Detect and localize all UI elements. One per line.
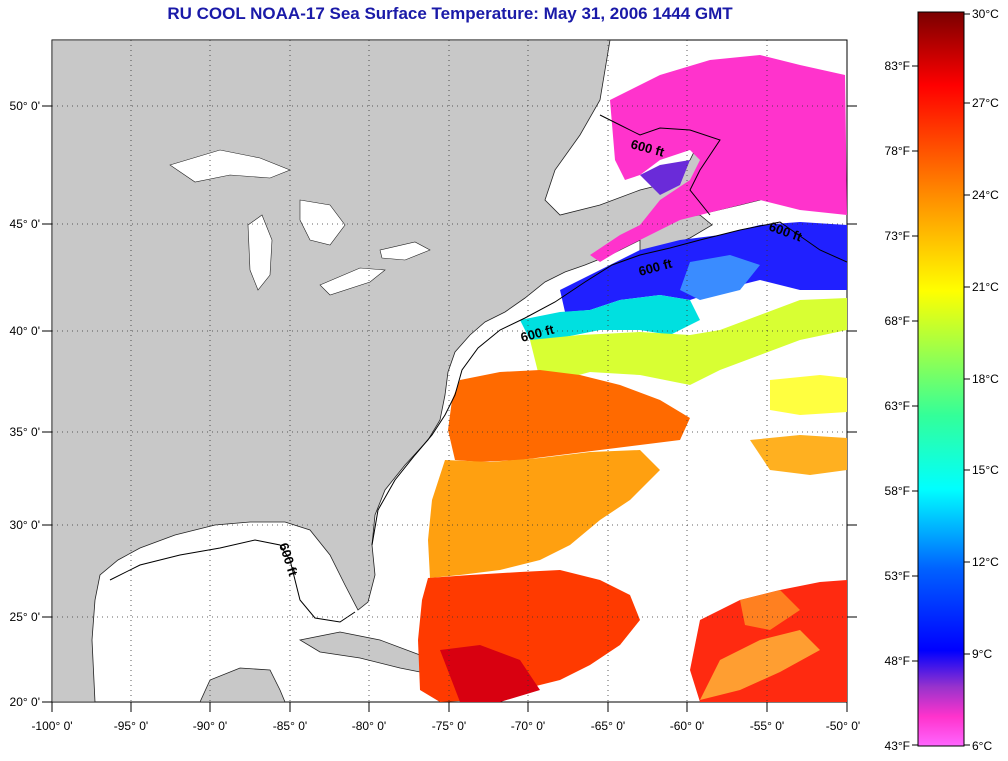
lake-ontario [379, 241, 431, 261]
isobath-600ft [109, 114, 847, 623]
colorbar [917, 11, 965, 747]
lat-label-25n: 25° 0' [10, 610, 40, 624]
cb-fahrenheit-53: 53°F [885, 569, 910, 583]
cb-fahrenheit-83: 83°F [885, 59, 910, 73]
map-content: 600 ft 600 ft 600 ft 600 ft 600 ft [52, 40, 847, 702]
axis-ticks [42, 105, 857, 712]
cb-celsius-12: 12°C [972, 555, 999, 569]
sst-data-layer [418, 55, 847, 702]
cb-celsius-21: 21°C [972, 280, 999, 294]
lon-label-55w: -55° 0' [750, 719, 784, 733]
colorbar-fahrenheit-labels: 83°F 78°F 73°F 68°F 63°F 58°F 53°F 48°F … [885, 59, 910, 753]
colorbar-celsius-labels: 30°C 27°C 24°C 21°C 18°C 15°C 12°C 9°C 6… [972, 7, 999, 753]
lake-michigan [247, 214, 273, 291]
cb-fahrenheit-48: 48°F [885, 654, 910, 668]
lon-label-75w: -75° 0' [432, 719, 466, 733]
lon-label-70w: -70° 0' [511, 719, 545, 733]
cb-fahrenheit-43: 43°F [885, 739, 910, 753]
lat-label-20n: 20° 0' [10, 695, 40, 709]
cb-celsius-9: 9°C [972, 647, 992, 661]
lake-erie [319, 267, 386, 296]
lon-label-50w: -50° 0' [826, 719, 860, 733]
lat-label-50n: 50° 0' [10, 99, 40, 113]
cb-celsius-30: 30°C [972, 7, 999, 21]
lat-label-30n: 30° 0' [10, 518, 40, 532]
cb-celsius-24: 24°C [972, 188, 999, 202]
cb-fahrenheit-63: 63°F [885, 399, 910, 413]
longitude-labels: -100° 0' -95° 0' -90° 0' -85° 0' -80° 0'… [31, 719, 860, 733]
map-grid [52, 40, 847, 702]
lake-superior [169, 149, 291, 183]
colorbar-ticks [912, 13, 970, 746]
cb-fahrenheit-68: 68°F [885, 314, 910, 328]
lat-label-45n: 45° 0' [10, 217, 40, 231]
cb-celsius-6: 6°C [972, 739, 992, 753]
lat-label-40n: 40° 0' [10, 324, 40, 338]
lon-label-100w: -100° 0' [31, 719, 72, 733]
lon-label-90w: -90° 0' [193, 719, 227, 733]
map-title: RU COOL NOAA-17 Sea Surface Temperature:… [167, 4, 733, 23]
lon-label-95w: -95° 0' [114, 719, 148, 733]
lon-label-85w: -85° 0' [273, 719, 307, 733]
cb-celsius-27: 27°C [972, 96, 999, 110]
lake-huron [299, 199, 346, 246]
lon-label-80w: -80° 0' [352, 719, 386, 733]
cb-celsius-18: 18°C [972, 372, 999, 386]
latitude-labels: 20° 0' 25° 0' 30° 0' 35° 0' 40° 0' 45° 0… [10, 99, 40, 709]
lon-label-60w: -60° 0' [670, 719, 704, 733]
cb-fahrenheit-73: 73°F [885, 229, 910, 243]
cb-fahrenheit-78: 78°F [885, 144, 910, 158]
cb-fahrenheit-58: 58°F [885, 484, 910, 498]
lon-label-65w: -65° 0' [591, 719, 625, 733]
lat-label-35n: 35° 0' [10, 425, 40, 439]
cb-celsius-15: 15°C [972, 463, 999, 477]
